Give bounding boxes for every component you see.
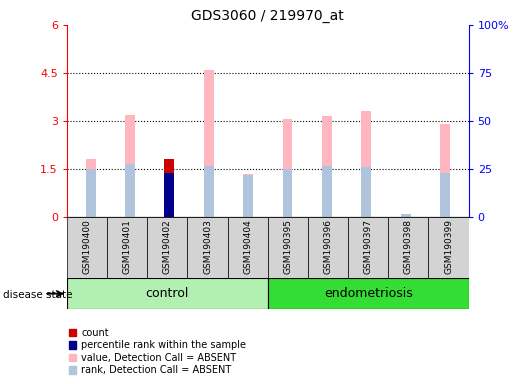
Bar bbox=[401, 214, 410, 217]
Bar bbox=[362, 111, 371, 217]
Bar bbox=[308, 217, 348, 278]
Bar bbox=[322, 166, 332, 217]
Title: GDS3060 / 219970_at: GDS3060 / 219970_at bbox=[192, 8, 344, 23]
Bar bbox=[228, 217, 268, 278]
Text: control: control bbox=[146, 287, 189, 300]
Bar bbox=[85, 159, 95, 217]
Bar bbox=[243, 175, 253, 217]
Text: GSM190401: GSM190401 bbox=[123, 219, 132, 274]
Bar bbox=[348, 217, 388, 278]
Bar bbox=[388, 217, 428, 278]
Bar bbox=[147, 217, 187, 278]
Text: GSM190398: GSM190398 bbox=[404, 219, 413, 275]
Text: GSM190403: GSM190403 bbox=[203, 219, 212, 274]
Bar bbox=[428, 217, 469, 278]
Bar bbox=[164, 173, 174, 217]
Text: GSM190397: GSM190397 bbox=[364, 219, 373, 275]
Text: GSM190404: GSM190404 bbox=[243, 219, 252, 274]
Bar bbox=[85, 169, 95, 217]
Bar bbox=[440, 124, 450, 217]
Bar bbox=[362, 167, 371, 217]
Text: GSM190399: GSM190399 bbox=[444, 219, 453, 275]
Bar bbox=[268, 217, 308, 278]
Bar bbox=[268, 278, 469, 309]
Bar bbox=[243, 174, 253, 217]
Legend: count, percentile rank within the sample, value, Detection Call = ABSENT, rank, : count, percentile rank within the sample… bbox=[66, 326, 248, 377]
Text: GSM190400: GSM190400 bbox=[82, 219, 92, 274]
Bar bbox=[283, 169, 293, 217]
Bar bbox=[164, 159, 174, 217]
Bar bbox=[440, 173, 450, 217]
Text: GSM190396: GSM190396 bbox=[323, 219, 333, 275]
Bar bbox=[204, 166, 214, 217]
Text: endometriosis: endometriosis bbox=[324, 287, 413, 300]
Bar bbox=[187, 217, 228, 278]
Bar bbox=[67, 217, 107, 278]
Text: GSM190402: GSM190402 bbox=[163, 219, 172, 274]
Bar bbox=[322, 116, 332, 217]
Bar bbox=[125, 114, 135, 217]
Text: disease state: disease state bbox=[3, 290, 72, 300]
Text: GSM190395: GSM190395 bbox=[283, 219, 293, 275]
Bar bbox=[204, 70, 214, 217]
Bar bbox=[107, 217, 147, 278]
Bar bbox=[125, 164, 135, 217]
Bar bbox=[67, 278, 268, 309]
Bar bbox=[283, 119, 293, 217]
